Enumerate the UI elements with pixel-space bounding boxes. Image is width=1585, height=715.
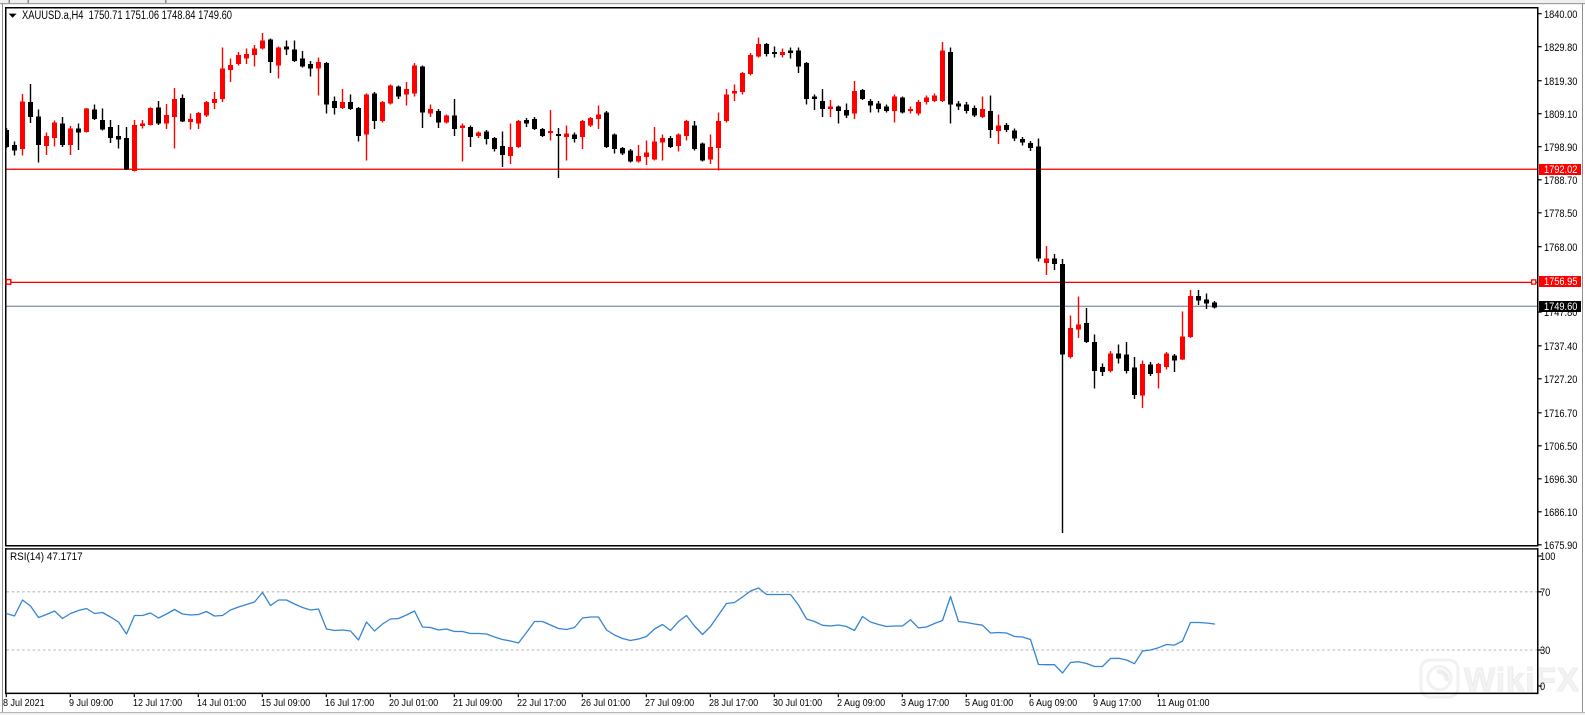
svg-text:WikiFX: WikiFX <box>1464 661 1580 698</box>
